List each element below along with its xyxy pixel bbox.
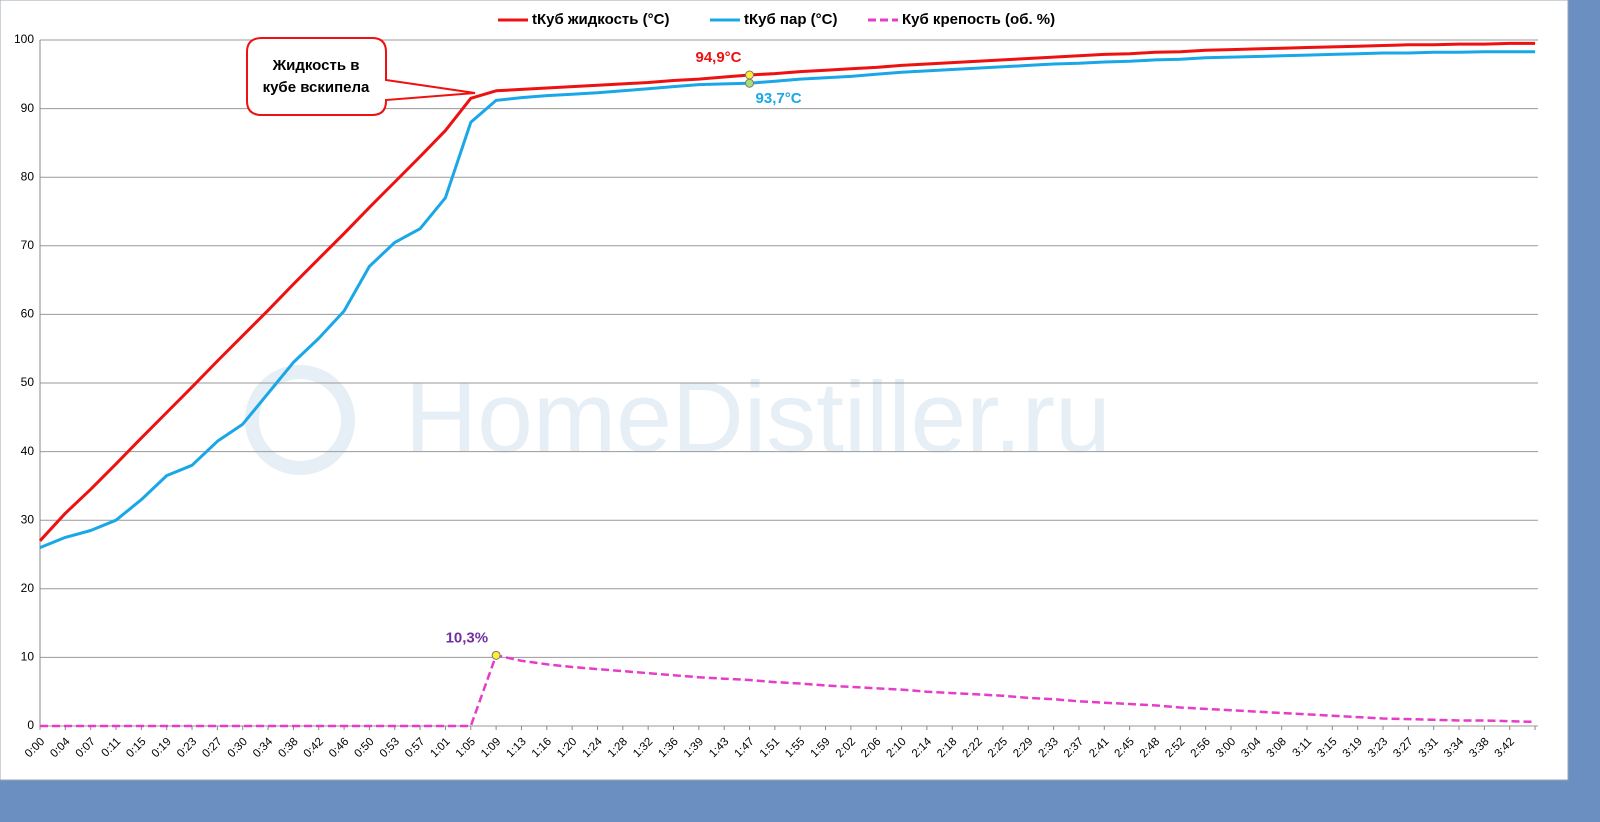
y-tick-label: 40 [21, 444, 35, 458]
data-label: 10,3% [446, 629, 489, 646]
series-line [40, 654, 1536, 728]
y-tick-label: 70 [21, 238, 35, 252]
y-tick-label: 30 [21, 512, 35, 526]
watermark-icon [245, 365, 355, 475]
chart-border [0, 0, 1569, 781]
callout-text: Жидкость в [272, 57, 360, 74]
data-label: 93,7°C [756, 90, 802, 107]
y-tick-label: 80 [21, 169, 35, 183]
watermark-group: HomeDistiller.ru [245, 361, 1111, 475]
y-tick-label: 90 [21, 101, 35, 115]
data-point [745, 78, 755, 88]
watermark: HomeDistiller.ru [405, 361, 1111, 473]
legend-label: Куб крепость (об. %) [902, 11, 1055, 28]
legend-label: tКуб пар (°C) [744, 11, 837, 28]
callout-text: кубе вскипела [263, 79, 370, 96]
y-tick-label: 0 [27, 718, 34, 732]
data-point [745, 70, 755, 80]
y-tick-label: 60 [21, 307, 35, 321]
y-tick-label: 100 [14, 32, 34, 46]
y-tick-label: 20 [21, 581, 35, 595]
series-line [38, 41, 1536, 542]
callout [246, 37, 476, 116]
y-tick-label: 50 [21, 375, 35, 389]
y-tick-label: 10 [21, 650, 35, 664]
series-line [39, 50, 1536, 549]
data-label: 94,9°C [695, 49, 741, 66]
data-point [491, 650, 501, 660]
legend-label: tКуб жидкость (°C) [532, 11, 669, 28]
